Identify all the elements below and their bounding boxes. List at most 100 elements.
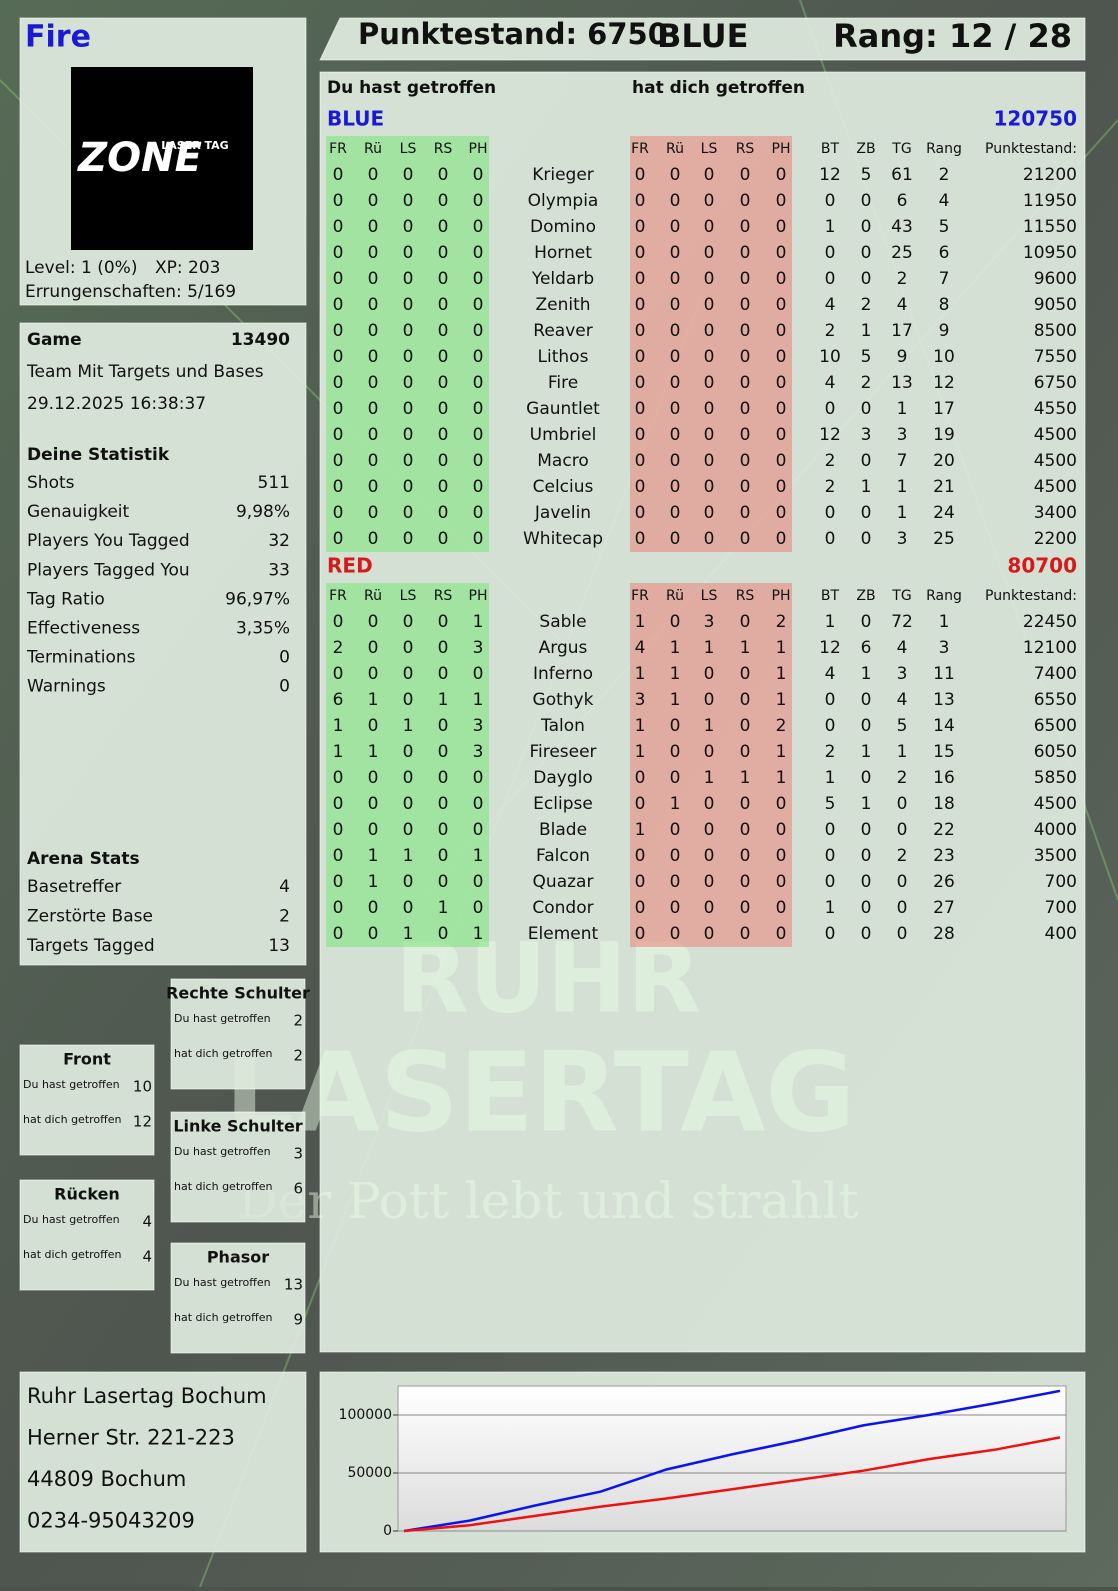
stat-cell: 0 [740,347,751,367]
stat-cell: 0 [635,529,646,549]
game-mode: Team Mit Targets und Bases [26,362,264,382]
column-header: LS [701,588,718,604]
stat-cell: 0 [333,243,344,263]
stat-cell: 9 [897,347,908,367]
stat-cell: 0 [333,165,344,185]
stat-value: 511 [258,473,290,493]
stat-cell: 0 [333,768,344,788]
address-line: 44809 Bochum [27,1467,186,1491]
stat-value: 0 [279,677,290,697]
zone-label: Du hast getroffen [174,1145,271,1158]
stat-cell: 12 [819,638,841,658]
stat-cell: 1 [776,690,787,710]
player-cell: Macro [537,451,588,471]
stat-cell: 1 [704,638,715,658]
stat-cell: 0 [740,321,751,341]
stat-cell: 1 [704,716,715,736]
stat-cell: 0 [861,243,872,263]
stat-cell: 0 [704,820,715,840]
stat-cell: 1 [438,898,449,918]
stat-cell: 5850 [1034,768,1077,788]
stat-cell: 26 [933,872,955,892]
zone-value: 2 [293,1047,303,1065]
stat-cell: 22 [933,820,955,840]
stat-cell: 8500 [1034,321,1077,341]
stat-cell: 0 [368,898,379,918]
stat-cell: 0 [861,872,872,892]
stat-cell: 0 [776,399,787,419]
stat-cell: 0 [740,243,751,263]
stat-cell: 0 [438,165,449,185]
stat-cell: 2 [897,768,908,788]
stat-cell: 0 [776,295,787,315]
stat-cell: 0 [635,217,646,237]
stat-cell: 1 [939,612,950,632]
arena-value: 2 [279,907,290,927]
stat-cell: 0 [776,872,787,892]
stat-cell: 3 [897,529,908,549]
stat-cell: 1 [635,820,646,840]
stat-cell: 43 [891,217,913,237]
stat-cell: 0 [740,503,751,523]
stat-cell: 4500 [1034,477,1077,497]
stat-cell: 1 [861,742,872,762]
stat-cell: 0 [704,295,715,315]
stat-cell: 0 [670,373,681,393]
stat-cell: 0 [776,820,787,840]
stat-cell: 0 [333,872,344,892]
stat-cell: 3 [473,716,484,736]
stat-cell: 0 [670,872,681,892]
stat-cell: 0 [438,295,449,315]
stat-cell: 0 [740,612,751,632]
stat-cell: 0 [635,269,646,289]
stat-cell: 0 [740,165,751,185]
stat-cell: 0 [861,503,872,523]
stat-cell: 0 [704,898,715,918]
stat-cell: 0 [704,191,715,211]
stat-cell: 6 [897,191,908,211]
arena-value: 13 [268,936,290,956]
player-cell: Krieger [532,165,594,185]
stat-cell: 0 [403,820,414,840]
column-header: Punktestand: [985,588,1077,604]
stat-cell: 0 [438,924,449,944]
stat-cell: 2 [825,477,836,497]
column-header: Rü [666,588,684,604]
stat-cell: 1 [897,399,908,419]
stat-cell: 6 [333,690,344,710]
stat-cell: 0 [333,399,344,419]
stat-cell: 0 [670,269,681,289]
stat-cell: 1 [635,612,646,632]
stat-cell: 0 [670,503,681,523]
stat-cell: 0 [438,243,449,263]
stat-label: Effectiveness [27,619,140,639]
stat-cell: 0 [704,373,715,393]
stat-cell: 0 [368,347,379,367]
stat-cell: 0 [740,425,751,445]
zone-panel [170,978,306,1090]
stat-cell: 0 [368,477,379,497]
column-header: Punktestand: [985,141,1077,157]
stat-cell: 1 [403,924,414,944]
player-cell: Dayglo [533,768,592,788]
player-cell: Quazar [533,872,594,892]
stat-label: Genauigkeit [27,502,130,522]
stat-label: Tag Ratio [26,589,105,609]
stat-cell: 1 [704,768,715,788]
stat-cell: 3 [861,425,872,445]
stat-cell: 0 [403,664,414,684]
stat-cell: 0 [670,451,681,471]
stat-cell: 1 [825,898,836,918]
stat-cell: 0 [670,742,681,762]
header-panel [319,17,1086,61]
stat-cell: 0 [473,664,484,684]
column-header: Rang [926,141,962,157]
stat-cell: 0 [438,846,449,866]
stat-cell: 0 [403,347,414,367]
stat-cell: 0 [776,347,787,367]
header-team: BLUE [657,17,748,55]
stat-cell: 0 [333,347,344,367]
stat-cell: 0 [776,269,787,289]
stat-cell: 0 [403,612,414,632]
stat-cell: 0 [403,872,414,892]
